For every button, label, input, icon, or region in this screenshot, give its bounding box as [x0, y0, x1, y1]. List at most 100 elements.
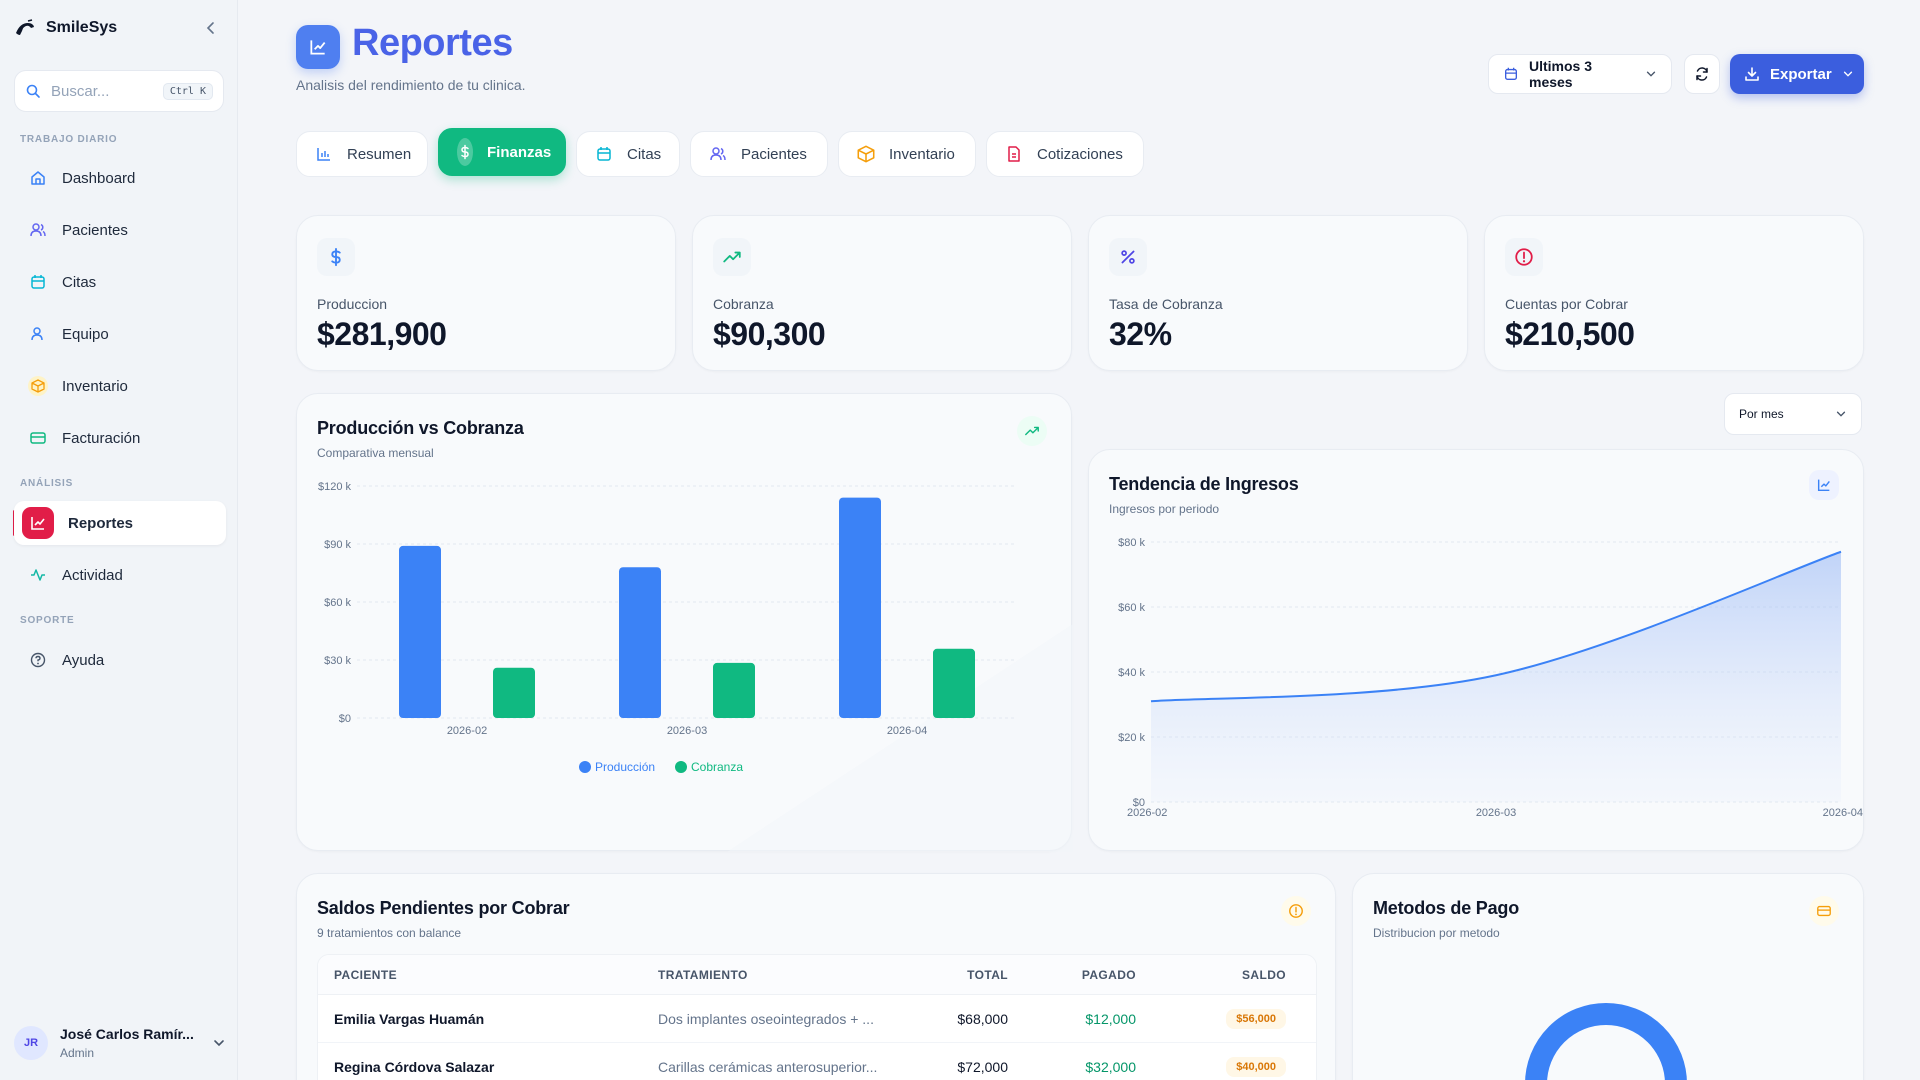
- brand[interactable]: SmileSys: [14, 16, 220, 40]
- credit-card-icon: [28, 428, 48, 448]
- period-value: Ultimos 3 meses: [1529, 58, 1593, 90]
- sidebar-item-equipo[interactable]: Equipo: [14, 312, 226, 356]
- kpi-value: 32%: [1109, 316, 1172, 352]
- sidebar-item-label: Citas: [62, 273, 97, 291]
- kpi-label: Produccion: [317, 296, 388, 312]
- bar-chart-card: Producción vs Cobranza Comparativa mensu…: [296, 393, 1073, 852]
- chart-subtitle: Ingresos por periodo: [1109, 502, 1220, 516]
- tab-pacientes[interactable]: Pacientes: [690, 131, 828, 177]
- tab-label: Inventario: [889, 145, 955, 163]
- sidebar-item-ayuda[interactable]: Ayuda: [14, 638, 226, 682]
- kpi-label: Cobranza: [713, 296, 774, 312]
- refresh-button[interactable]: [1684, 54, 1720, 94]
- user-name: José Carlos Ramír...: [60, 1026, 194, 1042]
- sidebar-item-label: Pacientes: [62, 221, 128, 239]
- column-header[interactable]: PACIENTE: [334, 967, 397, 982]
- chevron-down-icon[interactable]: [212, 1036, 226, 1050]
- collapse-sidebar-icon[interactable]: [202, 19, 220, 37]
- column-header[interactable]: SALDO: [1242, 967, 1286, 982]
- period-select[interactable]: Ultimos 3 meses: [1488, 54, 1672, 94]
- sidebar-item-label: Equipo: [62, 325, 109, 343]
- tab-citas[interactable]: Citas: [576, 131, 680, 177]
- search-input[interactable]: Buscar...: [51, 82, 110, 100]
- sidebar-item-label: Actividad: [62, 566, 123, 584]
- page-title: Reportes: [352, 22, 513, 64]
- tab-label: Resumen: [347, 145, 412, 163]
- calendar-icon: [28, 272, 48, 292]
- kpi-label: Cuentas por Cobrar: [1505, 296, 1628, 312]
- user-menu[interactable]: JR José Carlos Ramír... Admin: [14, 1018, 226, 1068]
- tab-cotizaciones[interactable]: Cotizaciones: [986, 131, 1144, 177]
- sidebar-item-label: Dashboard: [62, 169, 136, 187]
- page-title-icon: [296, 25, 340, 69]
- granularity-select[interactable]: Por mes: [1724, 393, 1862, 435]
- section-label-trabajo: TRABAJO DIARIO: [20, 134, 118, 145]
- dollar-icon: [317, 238, 355, 276]
- area-fill: [1151, 551, 1841, 802]
- table-row[interactable]: Regina Córdova Salazar Carillas cerámica…: [318, 1043, 1316, 1080]
- x-tick-label: 2026-03: [1476, 807, 1516, 819]
- paid: $32,000: [1085, 1058, 1136, 1075]
- sidebar-item-reportes[interactable]: Reportes: [14, 501, 226, 545]
- chart-subtitle: Comparativa mensual: [317, 446, 434, 460]
- sidebar-item-facturacion[interactable]: Facturación: [14, 416, 226, 460]
- x-tick-label: 2026-04: [887, 725, 927, 737]
- balances-card: Saldos Pendientes por Cobrar 9 tratamien…: [296, 873, 1336, 1080]
- search-shortcut: Ctrl K: [162, 82, 213, 100]
- table-header: PACIENTE TRATAMIENTO TOTAL PAGADO SALDO: [318, 955, 1316, 995]
- column-header[interactable]: PAGADO: [1081, 967, 1136, 982]
- export-button[interactable]: Exportar: [1730, 54, 1864, 94]
- granularity-value: Por mes: [1739, 407, 1784, 421]
- y-tick-label: $80 k: [1118, 537, 1145, 549]
- tab-finanzas[interactable]: Finanzas: [438, 128, 566, 176]
- table-row[interactable]: Emilia Vargas Huamán Dos implantes oseoi…: [318, 995, 1316, 1043]
- balance-badge: $40,000: [1226, 1056, 1286, 1077]
- bar-chart-icon: [315, 145, 333, 163]
- kpi-value: $90,300: [713, 316, 826, 352]
- kpi-card-cuentas: Cuentas por Cobrar $210,500: [1484, 215, 1864, 371]
- tab-resumen[interactable]: Resumen: [296, 131, 428, 177]
- avatar: JR: [14, 1026, 48, 1060]
- tab-label: Finanzas: [487, 143, 552, 161]
- users-icon: [709, 145, 727, 163]
- column-header[interactable]: TOTAL: [967, 967, 1008, 982]
- page-subtitle: Analisis del rendimiento de tu clinica.: [296, 77, 526, 93]
- box-icon: [857, 145, 875, 163]
- column-header[interactable]: TRATAMIENTO: [658, 967, 748, 982]
- kpi-card-tasa: Tasa de Cobranza 32%: [1088, 215, 1468, 371]
- sidebar-item-inventario[interactable]: Inventario: [14, 364, 226, 408]
- y-tick-label: $90 k: [324, 539, 351, 551]
- chart-title: Producción vs Cobranza: [317, 418, 524, 438]
- user-role: Admin: [60, 1046, 95, 1060]
- bar-produccion: [619, 567, 661, 718]
- activity-icon: [28, 565, 48, 585]
- calendar-icon: [595, 145, 613, 163]
- legend-label: Producción: [595, 760, 655, 774]
- sidebar-item-actividad[interactable]: Actividad: [14, 553, 226, 597]
- trending-up-icon: [713, 238, 751, 276]
- kpi-label: Tasa de Cobranza: [1109, 296, 1223, 312]
- app-name: SmileSys: [46, 19, 118, 36]
- x-tick-label: 2026-04: [1823, 807, 1863, 819]
- kpi-value: $281,900: [317, 316, 447, 352]
- export-label: Exportar: [1770, 65, 1832, 83]
- tab-label: Cotizaciones: [1037, 145, 1123, 163]
- sidebar-item-dashboard[interactable]: Dashboard: [14, 156, 226, 200]
- search-icon: [25, 83, 41, 99]
- user-icon: [28, 324, 48, 344]
- sidebar-item-pacientes[interactable]: Pacientes: [14, 208, 226, 252]
- treatment: Dos implantes oseointegrados + ...: [658, 1010, 874, 1027]
- file-text-icon: [1005, 145, 1023, 163]
- tab-label: Pacientes: [741, 145, 807, 163]
- sidebar-item-citas[interactable]: Citas: [14, 260, 226, 304]
- tab-inventario[interactable]: Inventario: [838, 131, 976, 177]
- sidebar: SmileSys Buscar... Ctrl K TRABAJO DIARIO…: [0, 0, 238, 1080]
- y-tick-label: $120 k: [318, 481, 352, 493]
- area-chart: $0 $20 k $40 k $60 k $80 k 2026-02 2026-03 2026…: [1118, 537, 1863, 819]
- y-tick-label: $30 k: [324, 655, 351, 667]
- y-tick-label: $40 k: [1118, 667, 1145, 679]
- legend-label: Cobranza: [691, 760, 743, 774]
- trending-up-icon: [1017, 416, 1047, 446]
- sidebar-search[interactable]: Buscar... Ctrl K: [14, 70, 224, 112]
- card-subtitle: Distribucion por metodo: [1373, 926, 1500, 940]
